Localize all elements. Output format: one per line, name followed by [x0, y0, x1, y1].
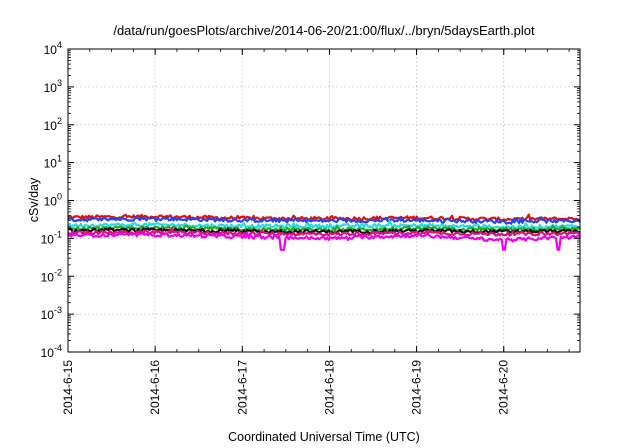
chart-title: /data/run/goesPlots/archive/2014-06-20/2…	[113, 23, 535, 38]
y-tick-exponent: 4	[57, 40, 62, 50]
series-line-5	[67, 226, 581, 238]
y-tick-base: 10	[44, 119, 58, 133]
y-tick-exponent: 0	[57, 192, 62, 202]
y-tick-exponent: -2	[54, 267, 62, 277]
y-tick-label: 103	[44, 78, 62, 95]
series-line-1	[67, 216, 581, 225]
y-tick-base: 10	[44, 43, 58, 57]
y-axis-title: cSv/day	[27, 177, 41, 222]
y-tick-label: 101	[44, 154, 62, 171]
x-tick-label: 2014-6-20	[497, 360, 511, 415]
y-tick-label: 10-2	[41, 267, 62, 284]
series-line-4	[67, 226, 581, 235]
x-tick-label: 2014-6-17	[235, 360, 249, 415]
x-tick-label: 2014-6-18	[322, 360, 336, 415]
y-tick-base: 10	[44, 195, 58, 209]
x-tick-label: 2014-6-15	[61, 360, 75, 415]
series-line-2	[67, 220, 581, 230]
y-tick-label: 100	[44, 192, 62, 209]
y-tick-exponent: -1	[54, 229, 62, 239]
ticks	[67, 48, 580, 353]
y-tick-label: 102	[44, 116, 62, 133]
y-tick-base: 10	[41, 308, 55, 322]
y-tick-base: 10	[44, 81, 58, 95]
y-tick-exponent: 2	[57, 116, 62, 126]
y-tick-label: 10-1	[41, 229, 62, 246]
y-tick-exponent: 1	[57, 154, 62, 164]
y-tick-exponent: -4	[54, 343, 62, 353]
x-tick-labels: 2014-6-15 2014-6-16 2014-6-17 2014-6-18 2014…	[61, 360, 511, 415]
y-tick-base: 10	[41, 232, 55, 246]
series-line-6	[67, 231, 581, 251]
series-layer	[67, 213, 581, 251]
y-tick-label: 104	[44, 40, 62, 57]
y-tick-base: 10	[41, 346, 55, 360]
y-tick-exponent: -3	[54, 305, 62, 315]
y-tick-label: 10-3	[41, 305, 62, 322]
y-tick-base: 10	[44, 157, 58, 171]
y-tick-exponent: 3	[57, 78, 62, 88]
y-tick-base: 10	[41, 270, 55, 284]
y-tick-label: 10-4	[41, 343, 62, 360]
x-tick-label: 2014-6-16	[148, 360, 162, 415]
x-axis-title: Coordinated Universal Time (UTC)	[228, 430, 420, 444]
x-tick-label: 2014-6-19	[410, 360, 424, 415]
